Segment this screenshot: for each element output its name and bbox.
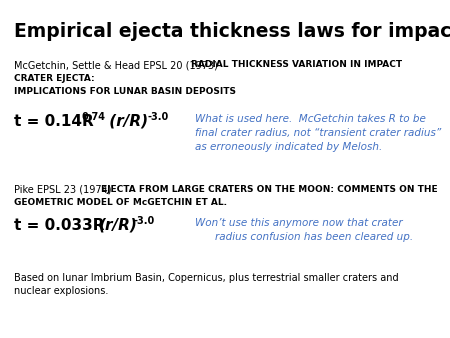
Text: -3.0: -3.0 [133, 216, 154, 226]
Text: (r/R): (r/R) [99, 218, 138, 233]
Text: CRATER EJECTA:: CRATER EJECTA: [14, 74, 94, 83]
Text: Empirical ejecta thickness laws for impact craters:: Empirical ejecta thickness laws for impa… [14, 22, 450, 41]
Text: as erroneously indicated by Melosh.: as erroneously indicated by Melosh. [195, 142, 382, 152]
Text: Won’t use this anymore now that crater: Won’t use this anymore now that crater [195, 218, 403, 228]
Text: What is used here.  McGetchin takes R to be: What is used here. McGetchin takes R to … [195, 114, 426, 124]
Text: EJECTA FROM LARGE CRATERS ON THE MOON: COMMENTS ON THE: EJECTA FROM LARGE CRATERS ON THE MOON: C… [101, 185, 437, 194]
Text: 0.74: 0.74 [82, 112, 106, 122]
Text: (r/R): (r/R) [104, 114, 148, 129]
Text: nuclear explosions.: nuclear explosions. [14, 286, 108, 296]
Text: Based on lunar Imbrium Basin, Copernicus, plus terrestrial smaller craters and: Based on lunar Imbrium Basin, Copernicus… [14, 273, 399, 283]
Text: IMPLICATIONS FOR LUNAR BASIN DEPOSITS: IMPLICATIONS FOR LUNAR BASIN DEPOSITS [14, 87, 236, 96]
Text: McGetchin, Settle & Head EPSL 20 (1973): McGetchin, Settle & Head EPSL 20 (1973) [14, 60, 221, 70]
Text: -3.0: -3.0 [148, 112, 169, 122]
Text: t = 0.033R: t = 0.033R [14, 218, 110, 233]
Text: Pike EPSL 23 (1974): Pike EPSL 23 (1974) [14, 185, 115, 195]
Text: GEOMETRIC MODEL OF McGETCHIN ET AL.: GEOMETRIC MODEL OF McGETCHIN ET AL. [14, 198, 227, 207]
Text: RADIAL THICKNESS VARIATION IN IMPACT: RADIAL THICKNESS VARIATION IN IMPACT [191, 60, 402, 69]
Text: t = 0.14R: t = 0.14R [14, 114, 94, 129]
Text: final crater radius, not “transient crater radius”: final crater radius, not “transient crat… [195, 128, 441, 138]
Text: radius confusion has been cleared up.: radius confusion has been cleared up. [215, 232, 413, 242]
